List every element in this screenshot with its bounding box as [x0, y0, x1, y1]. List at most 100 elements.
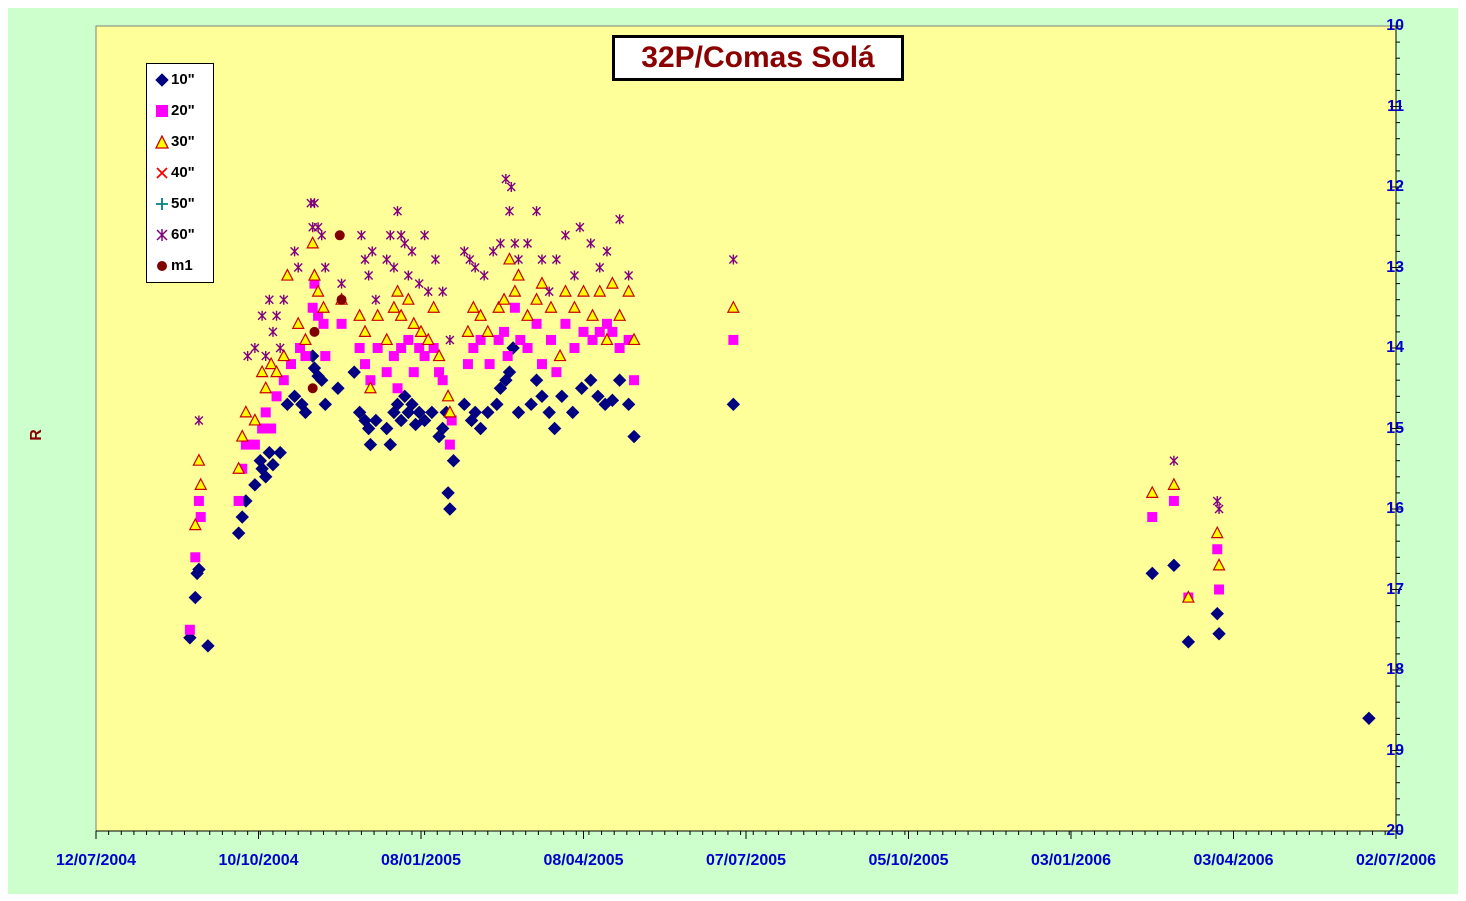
y-tick-label: 15 — [1386, 419, 1404, 437]
data-point-triangle — [441, 389, 455, 402]
data-point-triangle — [358, 324, 372, 337]
data-point-circle — [334, 230, 345, 241]
data-point-asterisk — [465, 254, 475, 265]
data-point-square — [522, 343, 533, 353]
legend-marker-plus — [156, 198, 168, 211]
data-point-diamond — [363, 437, 378, 452]
data-point-diamond — [574, 381, 589, 395]
data-point-triangle — [508, 284, 522, 297]
data-point-diamond — [457, 397, 472, 412]
data-point-triangle — [1167, 477, 1181, 490]
data-point-diamond — [621, 397, 636, 412]
data-markers — [183, 173, 1376, 726]
data-point-square — [419, 351, 430, 362]
data-point-asterisk — [313, 222, 323, 233]
data-point-asterisk — [194, 415, 204, 426]
data-point-diamond — [473, 421, 488, 436]
data-point-square — [468, 343, 479, 353]
data-point-diamond — [192, 562, 206, 577]
data-point-triangle — [613, 308, 627, 321]
data-point-triangle — [391, 284, 405, 297]
data-point-square — [271, 391, 282, 402]
data-point-asterisk — [257, 310, 267, 321]
data-point-diamond — [547, 421, 562, 436]
data-point-triangle — [277, 348, 291, 362]
data-point-diamond — [493, 381, 508, 395]
data-point-triangle — [394, 308, 408, 321]
data-point-triangle — [387, 300, 401, 313]
data-point-asterisk — [420, 230, 430, 241]
y-tick-label: 14 — [1386, 339, 1404, 356]
data-point-square — [607, 326, 618, 337]
legend-marker-triangle — [154, 134, 170, 149]
data-point-asterisk — [544, 286, 554, 297]
data-point-diamond — [584, 373, 598, 387]
data-point-triangle — [239, 405, 253, 418]
data-point-triangle — [600, 332, 614, 346]
data-point-triangle — [558, 284, 572, 297]
data-point-square — [502, 351, 513, 362]
data-point-diamond — [441, 486, 455, 500]
data-point-asterisk — [364, 270, 374, 281]
x-tick-label: 03/01/2006 — [1030, 852, 1112, 869]
legend-label: 40" — [171, 164, 195, 181]
data-point-asterisk — [393, 206, 403, 217]
data-point-diamond — [555, 389, 569, 404]
data-point-asterisk — [309, 198, 319, 209]
data-point-asterisk — [320, 262, 330, 273]
data-point-square — [240, 439, 251, 450]
data-point-square — [536, 359, 547, 370]
data-point-triangle — [466, 300, 480, 313]
data-point-diamond — [524, 397, 538, 412]
data-point-diamond — [394, 413, 408, 428]
data-point-asterisk — [624, 270, 634, 281]
data-point-triangle — [248, 413, 262, 426]
data-point-square — [428, 343, 439, 353]
data-point-diamond — [490, 397, 504, 412]
legend-label: 30" — [171, 133, 195, 150]
data-point-diamond — [1212, 627, 1226, 641]
legend-label: 60" — [171, 226, 195, 243]
data-point-asterisk — [551, 254, 561, 265]
data-point-asterisk — [595, 262, 605, 273]
data-point-asterisk — [1169, 455, 1179, 466]
data-point-square — [320, 351, 331, 362]
data-point-square — [546, 334, 556, 345]
data-point-asterisk — [495, 238, 505, 249]
data-point-diamond — [369, 413, 383, 428]
legend-item-30in: 30" — [147, 128, 213, 159]
data-point-diamond — [405, 397, 419, 412]
data-point-square — [233, 495, 244, 506]
y-tick-label: 19 — [1386, 741, 1404, 759]
data-point-triangle — [535, 276, 549, 289]
data-point-asterisk — [261, 351, 271, 362]
data-point-square — [318, 318, 329, 329]
data-point-square — [515, 334, 526, 345]
data-point-triangle — [307, 268, 321, 281]
data-point-square — [336, 318, 347, 329]
data-point-diamond — [605, 393, 620, 408]
chart-background: 32P/Comas Solá R 10" 20" 30" 40" 50" 60"… — [8, 8, 1458, 894]
x-tick-label: 08/04/2005 — [543, 852, 624, 869]
data-point-asterisk — [575, 222, 585, 233]
data-point-square — [249, 439, 260, 450]
data-point-asterisk — [504, 206, 514, 217]
data-point-diamond — [231, 526, 246, 540]
data-point-asterisk — [337, 278, 347, 289]
legend-item-60in: 60" — [147, 221, 213, 252]
data-point-triangle — [1212, 558, 1226, 571]
legend-label: 50" — [171, 195, 195, 212]
data-point-triangle — [311, 284, 325, 297]
data-point-square — [313, 310, 324, 321]
plot-area — [95, 25, 1397, 832]
data-point-square — [372, 343, 383, 353]
data-point-square — [601, 318, 612, 329]
data-point-square — [462, 359, 473, 370]
legend: 10" 20" 30" 40" 50" 60" m1 — [146, 63, 214, 283]
data-point-triangle — [380, 332, 394, 346]
data-point-diamond — [183, 631, 197, 645]
data-point-diamond — [1145, 566, 1159, 581]
y-tick-label: 16 — [1386, 500, 1404, 517]
data-point-triangle — [567, 300, 581, 313]
data-point-asterisk — [275, 343, 285, 353]
